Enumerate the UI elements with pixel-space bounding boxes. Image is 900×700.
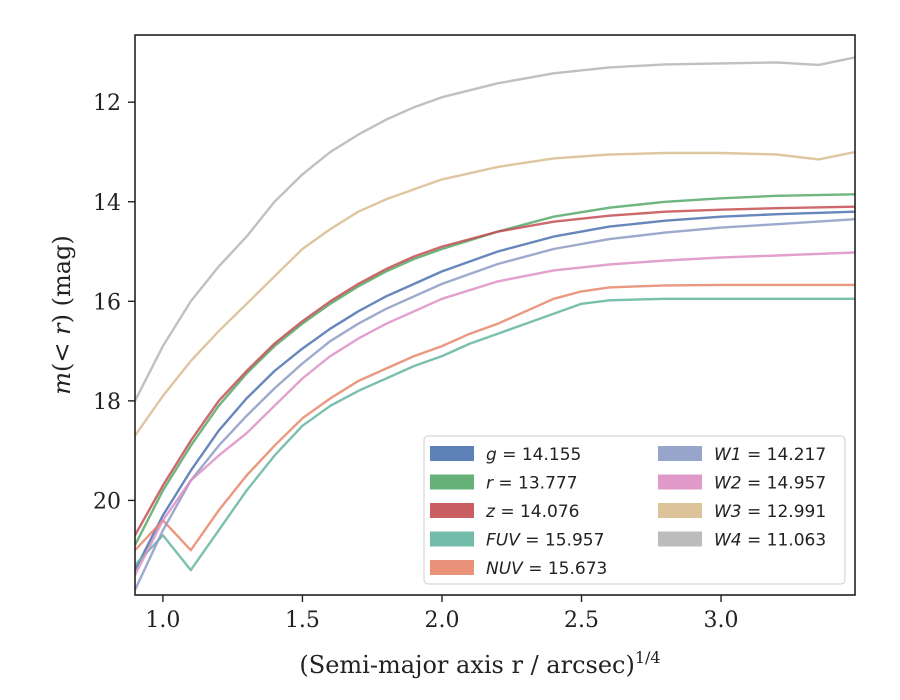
legend-box bbox=[423, 435, 846, 585]
y-tick-label: 20 bbox=[93, 489, 121, 514]
series-line-w4 bbox=[135, 56, 855, 403]
legend-swatch-r bbox=[430, 474, 474, 490]
x-axis-title: (Semi-major axis r / arcsec)1/4 bbox=[299, 648, 660, 679]
x-axis-title-exponent: 1/4 bbox=[635, 648, 661, 667]
legend: g = 14.155 r = 13.777 z = 14.076 FUV = 15.9… bbox=[423, 435, 846, 585]
series-line-nuv bbox=[135, 283, 855, 552]
y-tick-label: 16 bbox=[93, 290, 121, 315]
ticks-layer: 1.0 1.5 2.0 2.5 3.0 12 14 16 18 20 bbox=[93, 91, 739, 633]
y-axis-title: m(< r) (mag) bbox=[48, 235, 76, 395]
series-layer bbox=[135, 56, 855, 592]
series-line-r bbox=[135, 193, 855, 547]
series-line-g bbox=[135, 210, 855, 572]
legend-swatch-w1 bbox=[658, 446, 702, 461]
series-line-w3 bbox=[135, 150, 855, 437]
plot-frame bbox=[134, 34, 856, 596]
y-tick-label: 14 bbox=[93, 191, 121, 216]
y-axis-title-close: ) (mag) bbox=[48, 235, 76, 323]
legend-swatch-g bbox=[430, 446, 474, 461]
legend-label-w3: W3 = 12.991 bbox=[714, 502, 826, 522]
legend-swatch-fuv bbox=[430, 531, 474, 547]
legend-swatch-w2 bbox=[658, 474, 702, 490]
legend-label-w2: W2 = 14.957 bbox=[714, 474, 826, 494]
x-tick-label: 2.5 bbox=[564, 608, 599, 633]
y-axis-title-m: m bbox=[48, 372, 76, 395]
legend-label-g: g = 14.155 bbox=[486, 445, 581, 465]
series-line-z bbox=[135, 205, 855, 537]
legend-label-nuv: NUV = 15.673 bbox=[486, 559, 607, 579]
legend-label-fuv: FUV = 15.957 bbox=[486, 531, 604, 551]
y-tick-label: 18 bbox=[93, 390, 121, 415]
x-tick-label: 1.0 bbox=[145, 608, 180, 633]
y-axis-title-open: ( bbox=[48, 363, 76, 372]
y-axis-title-lt: < bbox=[48, 335, 76, 363]
x-axis-title-text: (Semi-major axis r / arcsec) bbox=[299, 651, 634, 679]
legend-label-z: z = 14.076 bbox=[485, 502, 579, 522]
legend-swatch-nuv bbox=[430, 560, 474, 575]
y-axis-title-r: r bbox=[48, 322, 76, 335]
y-tick-label: 12 bbox=[93, 91, 121, 116]
legend-label-r: r = 13.777 bbox=[486, 474, 578, 494]
series-line-w2 bbox=[135, 251, 855, 577]
legend-swatch-w4 bbox=[658, 531, 702, 547]
legend-swatch-w3 bbox=[658, 503, 702, 518]
legend-label-w1: W1 = 14.217 bbox=[714, 445, 826, 465]
legend-swatch-z bbox=[430, 503, 474, 518]
series-line-fuv bbox=[135, 297, 855, 572]
series-line-w1 bbox=[135, 217, 855, 592]
legend-label-w4: W4 = 11.063 bbox=[714, 531, 826, 551]
x-tick-label: 3.0 bbox=[704, 608, 739, 633]
x-tick-label: 2.0 bbox=[424, 608, 459, 633]
x-tick-label: 1.5 bbox=[285, 608, 320, 633]
